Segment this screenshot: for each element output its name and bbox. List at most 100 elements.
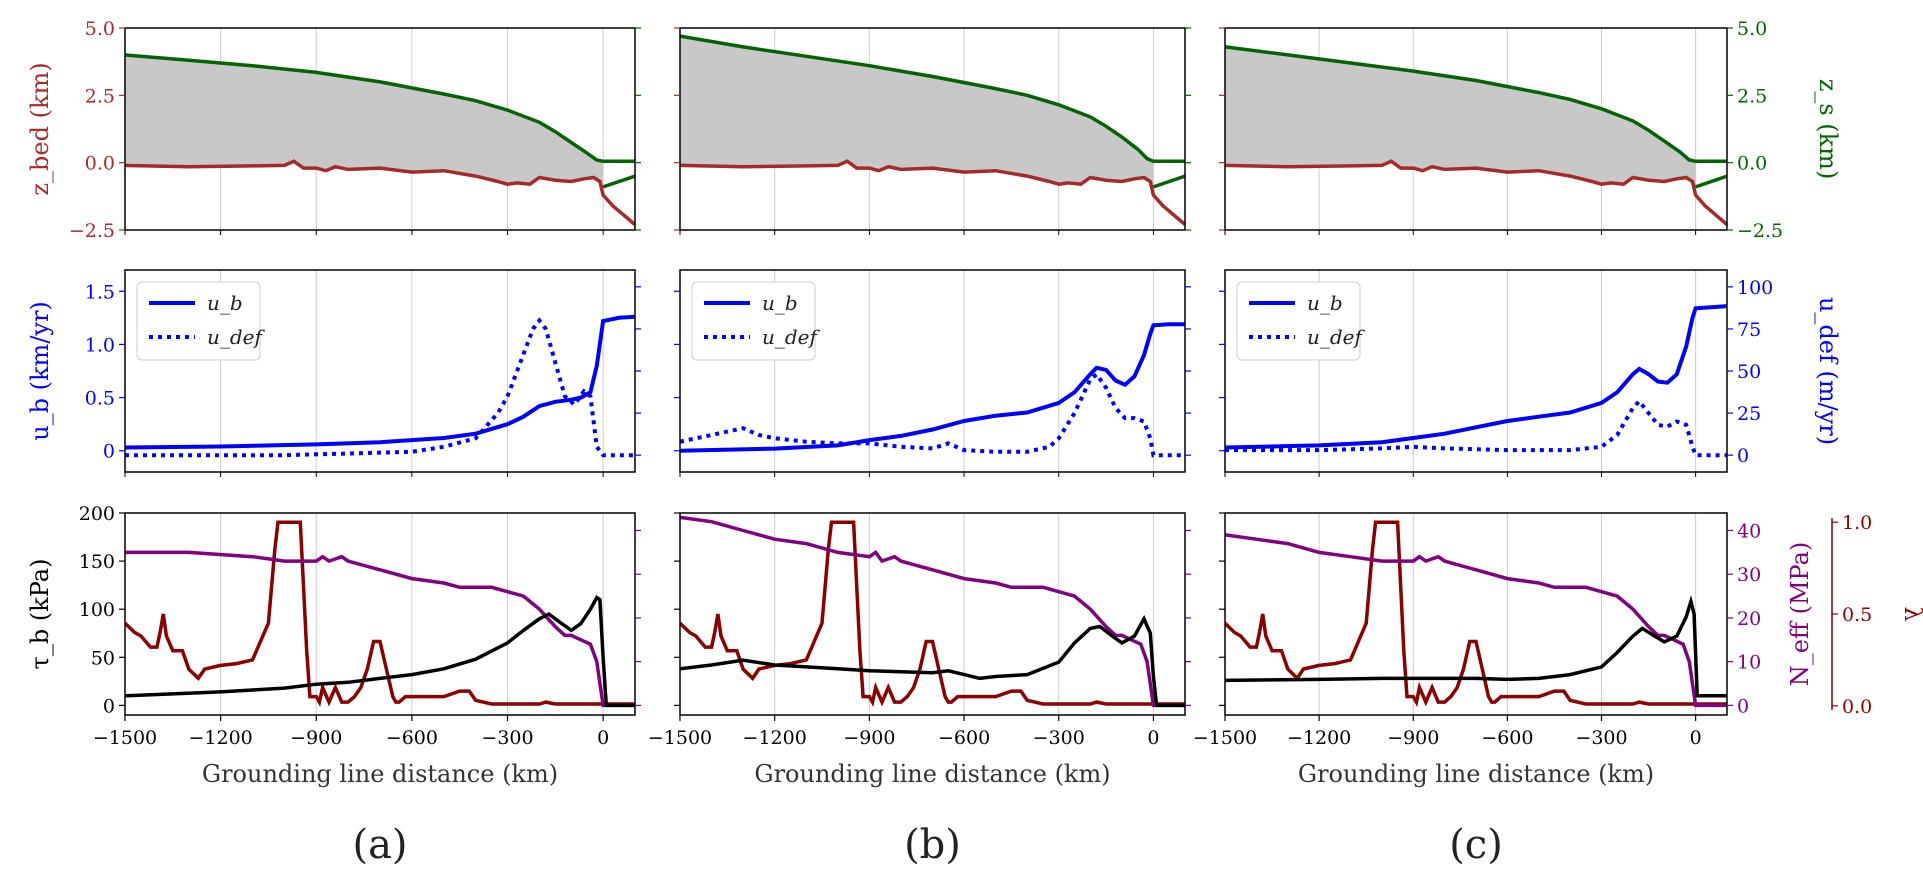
udef-line [1225, 398, 1727, 458]
lambda-line [680, 520, 1185, 707]
ub-line [1225, 304, 1727, 450]
ytick-label-lambda: 0.5 [1842, 604, 1872, 626]
ytick-label-udef: 100 [1737, 277, 1773, 299]
ice-shelf-base-line [602, 174, 635, 189]
stress-plot: 40 30 20 10 0 −1500 −1200 −900 −600 −300 0 Groundin… [1193, 512, 1923, 788]
xtick-label: −900 [843, 727, 895, 749]
lambda-line [1225, 520, 1727, 707]
xtick-label: −600 [386, 727, 438, 749]
lambda-line [125, 520, 635, 707]
xtick-label: −1200 [1287, 727, 1351, 749]
xtick-label: −300 [1575, 727, 1627, 749]
ytick-label-neff: 10 [1737, 652, 1761, 674]
ytick-label-ub: 0 [103, 441, 115, 463]
legend-udef-label: u_def [1307, 325, 1366, 349]
xtick-label: −600 [938, 727, 990, 749]
xtick-label: −1200 [188, 727, 252, 749]
xtick-label: 0 [1690, 727, 1702, 749]
panel-label: (b) [904, 822, 961, 868]
plot-frame [679, 27, 1186, 231]
xtick-label: −1500 [1193, 727, 1257, 749]
legend-ub-label: u_b [1307, 291, 1343, 315]
legend: u_b u_def [136, 281, 266, 361]
ytick-label-zs: 5.0 [1737, 18, 1767, 40]
udef-axis-label: u_def (m/yr) [1814, 297, 1842, 445]
legend-ub-label: u_b [762, 291, 798, 315]
xtick-label: −900 [290, 727, 342, 749]
ytick-label-ub: 1.0 [85, 334, 115, 356]
panel-b: u_b u_def −1500 −1200 −900 −600 −300 0 Grounding… [648, 27, 1191, 868]
plot-frame [1224, 512, 1728, 716]
ytick-label-neff: 30 [1737, 564, 1761, 586]
udef-line [680, 371, 1185, 458]
ytick-label-tau: 100 [79, 599, 115, 621]
xtick-label: −300 [1033, 727, 1085, 749]
velocity-plot: 1.5 1.0 0.5 0 u_b u_def u_b (km/yr) [26, 269, 641, 477]
velocity-plot: 100 75 50 25 0 u_b u_def u_def (m/yr) [1219, 269, 1842, 477]
ytick-label-zs: 0.0 [1737, 153, 1767, 175]
ytick-label-zbed: 2.5 [85, 85, 115, 107]
ytick-label-udef: 50 [1737, 361, 1761, 383]
ub-line [125, 314, 635, 450]
ytick-label-neff: 40 [1737, 520, 1761, 542]
ytick-label-zbed: 0.0 [85, 153, 115, 175]
tau-line [125, 595, 635, 708]
ytick-label-tau: 150 [79, 551, 115, 573]
stress-plot: 200 150 100 50 0 −1500 −1200 −900 −600 −300 0 Groun… [26, 503, 641, 788]
zs-line [125, 53, 635, 164]
lambda-axis-label: λ [1899, 606, 1923, 621]
zbed-line [125, 159, 635, 226]
zbed-line [680, 159, 1185, 226]
neff-axis-label: N_eff (MPa) [1786, 542, 1814, 687]
xtick-label: 0 [1147, 727, 1159, 749]
x-axis-label: Grounding line distance (km) [202, 760, 558, 788]
zs-line [680, 34, 1185, 164]
panel-a: 5.0 2.5 0.0 −2.5 z_bed (km) 1.5 1.0 0.5 0 u_b u_de… [26, 18, 641, 868]
panel-label: (a) [352, 822, 407, 868]
legend-udef-label: u_def [762, 325, 821, 349]
tau-axis-label: τ_b (kPa) [26, 559, 54, 670]
neff-line [680, 515, 1185, 708]
plot-frame [679, 512, 1186, 716]
ytick-label-lambda: 1.0 [1842, 512, 1872, 534]
geometry-plot: 5.0 2.5 0.0 −2.5 z_bed (km) [26, 18, 641, 242]
ub-axis-label: u_b (km/yr) [26, 301, 54, 441]
ub-line [680, 322, 1185, 453]
legend: u_b u_def [691, 281, 821, 361]
ytick-label-tau: 200 [79, 503, 115, 525]
ytick-label-zbed: −2.5 [69, 220, 115, 242]
ytick-label-neff: 20 [1737, 608, 1761, 630]
neff-line [125, 550, 635, 708]
ytick-label-ub: 0.5 [85, 388, 115, 410]
zs-axis-label: z_s (km) [1814, 79, 1842, 180]
legend-udef-label: u_def [207, 325, 266, 349]
ytick-label-udef: 75 [1737, 319, 1761, 341]
geometry-plot [674, 27, 1191, 235]
velocity-plot: u_b u_def [674, 269, 1191, 477]
panel-label: (c) [1449, 822, 1503, 868]
geometry-plot: 5.0 2.5 0.0 −2.5 z_s (km) [1219, 18, 1842, 242]
plot-frame [124, 512, 636, 716]
ytick-label-lambda: 0.0 [1842, 696, 1872, 718]
tau-line [680, 614, 1185, 708]
ice-shelf-base-line [1695, 174, 1727, 189]
zbed-line [1225, 159, 1727, 226]
ytick-label-neff: 0 [1737, 695, 1749, 717]
ytick-label-zs: 2.5 [1737, 85, 1767, 107]
ytick-label-zbed: 5.0 [85, 18, 115, 40]
zbed-axis-label: z_bed (km) [26, 62, 54, 195]
zs-line [1225, 45, 1727, 164]
ytick-label-udef: 25 [1737, 403, 1761, 425]
tau-line [1225, 595, 1727, 698]
ytick-label-tau: 0 [103, 695, 115, 717]
xtick-label: −600 [1481, 727, 1533, 749]
neff-line [1225, 533, 1727, 708]
ice-sheet-fill [1225, 46, 1696, 196]
ytick-label-zs: −2.5 [1737, 220, 1783, 242]
ytick-label-ub: 1.5 [85, 281, 115, 303]
xtick-label: 0 [597, 727, 609, 749]
plot-frame [124, 27, 636, 231]
ice-sheet-fill [125, 54, 604, 196]
